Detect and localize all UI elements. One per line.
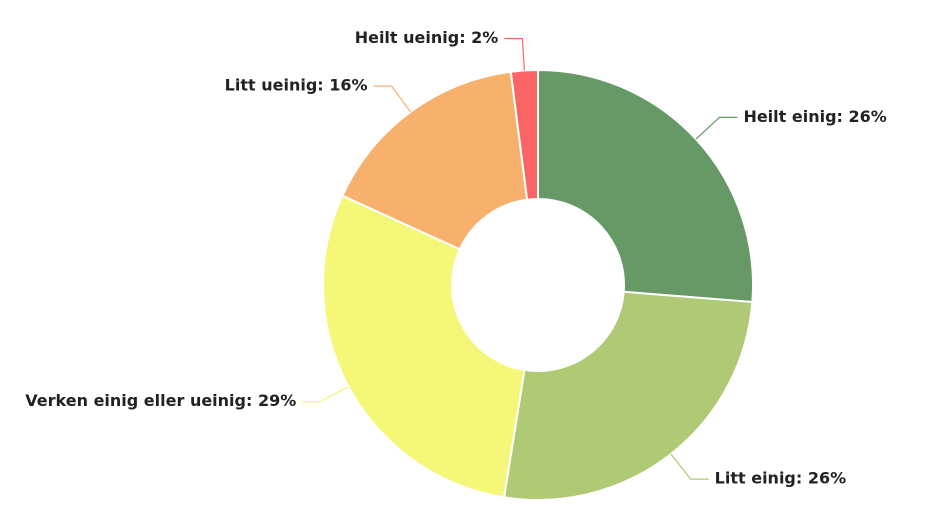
donut-slice bbox=[341, 70, 529, 251]
donut-slice bbox=[537, 68, 754, 304]
donut-slice bbox=[322, 194, 526, 499]
label-connector bbox=[504, 37, 525, 71]
label-connector bbox=[695, 116, 738, 140]
data-label: Heilt einig: 26% bbox=[743, 107, 886, 126]
data-label: Litt ueinig: 16% bbox=[225, 76, 368, 95]
data-label: Litt einig: 26% bbox=[715, 469, 846, 488]
data-label: Verken einig eller ueinig: 29% bbox=[25, 391, 296, 410]
donut-slice bbox=[502, 290, 754, 501]
label-connector bbox=[670, 453, 709, 480]
label-connector bbox=[302, 386, 349, 403]
label-connector bbox=[373, 85, 412, 113]
donut-slice bbox=[509, 68, 539, 201]
data-label: Heilt ueinig: 2% bbox=[355, 28, 499, 47]
